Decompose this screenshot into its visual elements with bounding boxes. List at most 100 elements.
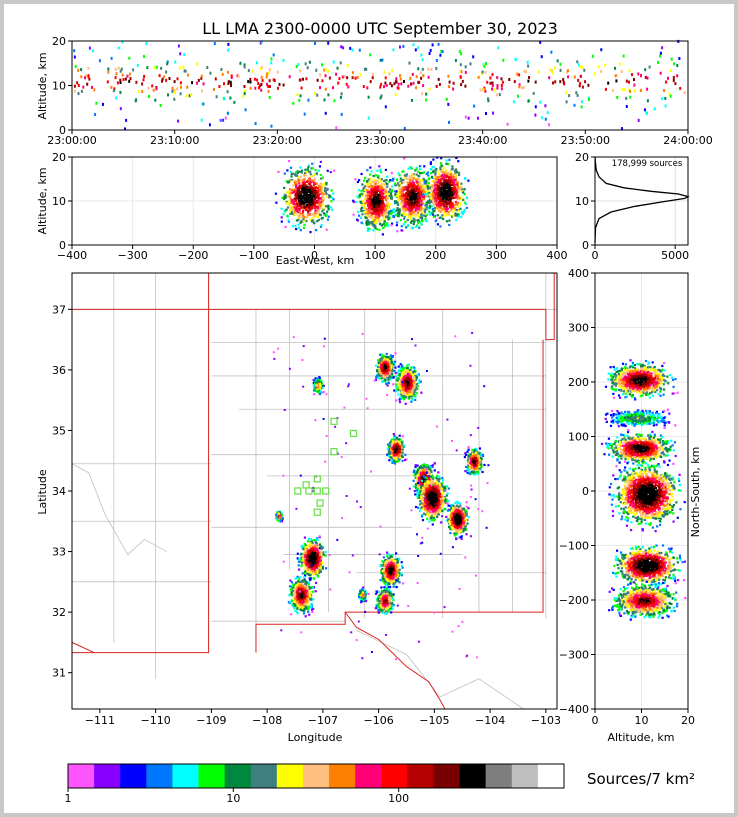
ew-height-source — [440, 210, 444, 213]
plan-view-source — [398, 385, 401, 388]
ew-height-source — [406, 200, 409, 204]
ew-height-source — [312, 201, 315, 204]
ew-height-source — [303, 201, 306, 205]
time-height-source — [114, 67, 117, 71]
ew-height-source — [361, 200, 364, 203]
ew-height-source — [452, 181, 455, 184]
time-height-source — [392, 48, 395, 52]
ew-height-source — [448, 194, 451, 197]
time-height-source — [339, 95, 342, 99]
ew-height-source — [432, 158, 435, 161]
ew-height-source — [360, 201, 363, 204]
ew-height-source — [375, 219, 378, 222]
time-height-source — [633, 83, 636, 87]
ew-height-source — [308, 178, 311, 181]
plan-view-source — [413, 469, 416, 472]
ew-height-source — [383, 219, 386, 222]
plan-view-source — [374, 378, 377, 382]
ew-height-source — [316, 189, 319, 192]
time-height-source — [464, 70, 467, 74]
plan-view-source — [382, 366, 385, 369]
ew-height-source — [333, 169, 336, 172]
ew-height-source — [296, 193, 299, 196]
plan-view-source — [390, 366, 393, 369]
time-height-source — [183, 53, 186, 57]
time-height-source — [351, 71, 354, 75]
ew-height-source — [377, 193, 380, 197]
time-height-source — [615, 79, 618, 83]
time-height-source — [94, 113, 97, 116]
ew-height-source — [432, 208, 435, 211]
ew-height-source — [402, 178, 405, 182]
ew-height-source — [382, 206, 385, 209]
time-height-source — [417, 46, 420, 50]
ew-height-source — [322, 192, 325, 195]
plan-view-source — [404, 453, 407, 456]
plan-view-source — [380, 367, 383, 370]
ew-height-source — [435, 197, 438, 200]
ew-height-source — [421, 187, 425, 190]
ew-height-source — [393, 214, 396, 217]
plan-view-source — [387, 356, 390, 359]
ew-height-source — [389, 192, 392, 195]
ew-height-source — [384, 187, 387, 190]
ew-height-source — [308, 205, 311, 208]
rio-grande-border — [344, 611, 446, 709]
plan-view-source — [389, 357, 392, 360]
ew-height-source — [328, 196, 331, 199]
ew-height-source — [371, 192, 375, 195]
plan-view-source — [401, 373, 404, 376]
ew-height-source — [375, 228, 378, 231]
ew-height-source — [441, 198, 444, 201]
time-height-xtick-label: 23:10:00 — [150, 134, 199, 147]
plan-view-source — [423, 465, 426, 468]
ew-height-source — [327, 215, 330, 218]
time-height-source — [399, 74, 402, 78]
ew-height-source — [410, 220, 414, 223]
time-height-xtick-label: 23:00:00 — [47, 134, 96, 147]
ew-height-source — [422, 214, 425, 217]
ew-height-source — [376, 214, 379, 217]
time-height-source — [670, 57, 673, 61]
ew-height-source — [370, 192, 373, 195]
histogram-ytick-label: 0 — [582, 239, 589, 252]
time-height-source — [393, 82, 396, 86]
ew-height-source — [421, 219, 424, 223]
ew-height-source — [299, 213, 302, 217]
ew-height-source — [436, 214, 439, 217]
time-height-source — [259, 67, 262, 71]
ew-height-source — [437, 193, 441, 196]
ew-height-source — [377, 207, 380, 210]
ew-height-source — [397, 197, 400, 200]
time-height-ytick-label: 10 — [52, 80, 66, 93]
time-height-source — [260, 66, 263, 70]
ew-height-source — [318, 165, 321, 168]
ew-height-source — [434, 203, 437, 206]
time-height-source — [421, 58, 424, 62]
ew-height-source — [447, 163, 450, 166]
time-height-source — [77, 68, 80, 72]
ew-height-source — [397, 195, 400, 199]
ew-height-source — [370, 189, 373, 193]
ew-height-source — [390, 209, 393, 212]
plan-view-source — [415, 376, 418, 379]
ew-height-source — [397, 189, 400, 192]
ew-height-source — [356, 219, 360, 222]
ew-height-source — [442, 182, 445, 185]
ew-height-source — [379, 187, 382, 190]
ew-height-source — [305, 199, 308, 202]
ew-height-source — [435, 167, 438, 171]
ew-height-source — [370, 183, 373, 186]
ew-height-source — [377, 206, 380, 209]
ew-height-source — [427, 174, 430, 177]
time-height-source — [77, 92, 80, 96]
plan-view-source — [382, 361, 385, 364]
time-height-source — [200, 76, 203, 80]
plan-view-source — [401, 446, 404, 449]
time-height-source — [73, 84, 76, 88]
time-height-source — [409, 76, 412, 80]
ew-height-source — [320, 202, 323, 205]
time-height-source — [120, 67, 123, 71]
ew-height-source — [402, 170, 405, 173]
time-height-source — [226, 70, 229, 74]
